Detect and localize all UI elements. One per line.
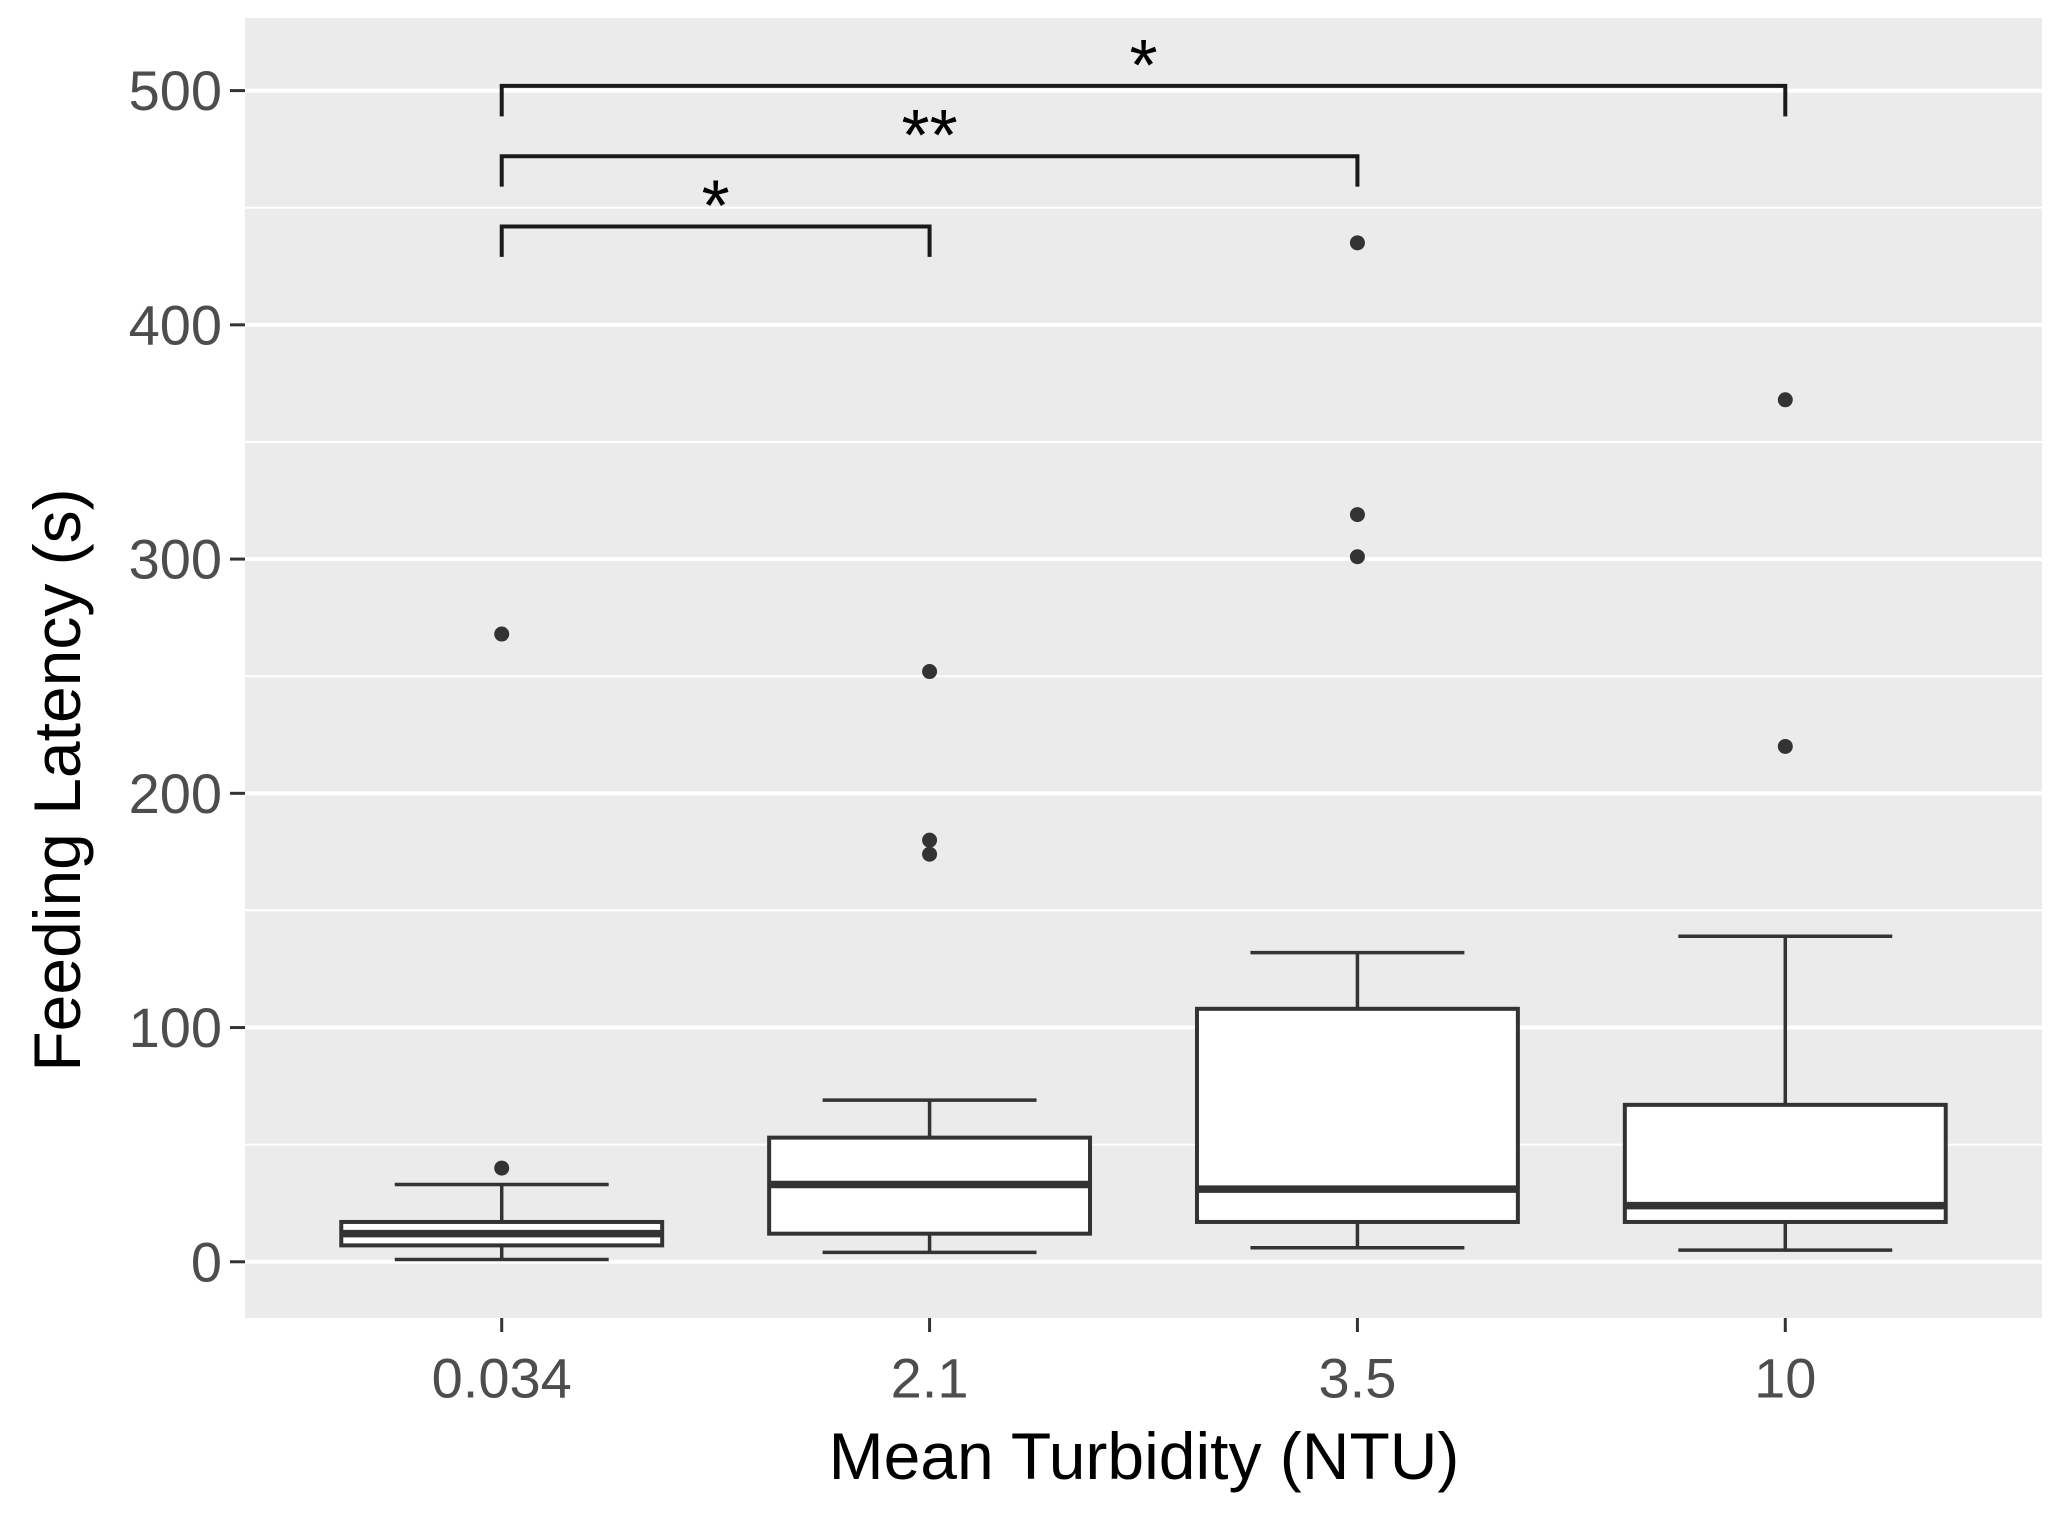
outlier-dot [1349, 235, 1365, 251]
significance-bracket [499, 83, 1788, 117]
significance-bracket [499, 154, 1360, 187]
y-tick-label: 500 [129, 59, 222, 122]
x-tick-label: 2.1 [891, 1347, 969, 1410]
outlier-dot [922, 846, 938, 862]
outlier-dot [494, 626, 510, 642]
significance-label: * [702, 166, 730, 246]
y-tick-label: 100 [129, 996, 222, 1059]
x-tick-label: 0.034 [432, 1347, 572, 1410]
x-tick-label: 10 [1754, 1347, 1816, 1410]
x-axis-title: Mean Turbidity (NTU) [829, 1419, 1460, 1493]
significance-label: * [1129, 26, 1157, 106]
x-tick-label: 3.5 [1318, 1347, 1396, 1410]
plot-panel [245, 18, 2042, 1318]
outlier-dot [1349, 549, 1365, 565]
outlier-dot [922, 664, 938, 680]
y-tick-label: 200 [129, 762, 222, 825]
outlier-dot [1777, 738, 1793, 754]
y-tick-label: 0 [191, 1230, 222, 1293]
y-tick-label: 300 [129, 528, 222, 591]
significance-bracket [499, 224, 932, 257]
outlier-dot [1349, 507, 1365, 523]
y-axis-title: Feeding Latency (s) [20, 488, 94, 1071]
y-tick-label: 400 [129, 293, 222, 356]
outlier-dot [922, 832, 938, 848]
significance-label: ** [902, 96, 958, 176]
outlier-dot [494, 1160, 510, 1176]
outlier-dot [1777, 392, 1793, 408]
